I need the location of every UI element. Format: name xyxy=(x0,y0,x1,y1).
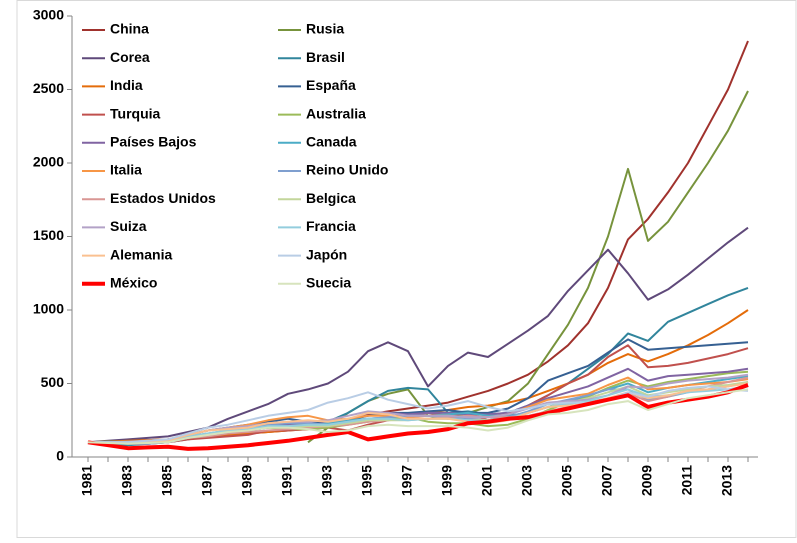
x-tick-label: 1993 xyxy=(319,465,335,496)
legend-label: Países Bajos xyxy=(110,134,197,150)
legend-label: México xyxy=(110,275,157,291)
legend-label: España xyxy=(306,77,356,93)
x-tick-label: 1981 xyxy=(79,465,95,496)
y-tick-label: 1000 xyxy=(33,301,64,317)
x-tick-label: 2003 xyxy=(519,465,535,496)
x-tick-label: 1983 xyxy=(119,465,135,496)
series-line xyxy=(87,383,749,451)
legend-label: Suiza xyxy=(110,218,147,234)
y-tick-label: 3000 xyxy=(33,7,64,23)
x-tick-label: 1999 xyxy=(439,465,455,496)
y-tick-label: 500 xyxy=(41,374,65,390)
x-tick-label: 2005 xyxy=(559,465,575,496)
x-tick-label: 2013 xyxy=(719,465,735,496)
legend-label: Turquia xyxy=(110,105,161,121)
x-tick-label: 1987 xyxy=(199,465,215,496)
legend-label: Corea xyxy=(110,49,150,65)
x-tick-label: 1989 xyxy=(239,465,255,496)
legend-label: India xyxy=(110,77,143,93)
x-tick-label: 2009 xyxy=(639,465,655,496)
legend-label: Estados Unidos xyxy=(110,190,216,206)
y-tick-label: 2500 xyxy=(33,80,64,96)
x-tick-label: 2007 xyxy=(599,465,615,496)
series-line xyxy=(88,385,749,444)
legend-label: Canada xyxy=(306,134,357,150)
plot xyxy=(87,40,749,451)
y-tick-label: 1500 xyxy=(33,227,64,243)
legend-label: Australia xyxy=(306,105,366,121)
legend-label: Francia xyxy=(306,218,356,234)
y-tick-label: 2000 xyxy=(33,154,64,170)
x-tick-label: 1995 xyxy=(359,465,375,496)
legend-label: China xyxy=(110,21,149,37)
x-tick-label: 2001 xyxy=(479,465,495,496)
series-line xyxy=(87,388,749,445)
x-tick-label: 2011 xyxy=(679,465,695,496)
x-tick-label: 1997 xyxy=(399,465,415,496)
legend-label: Italia xyxy=(110,162,142,178)
y-tick-label: 0 xyxy=(56,448,64,464)
legend-label: Reino Unido xyxy=(306,162,388,178)
legend-label: Rusia xyxy=(306,21,344,37)
series-line xyxy=(87,309,749,444)
legend-label: Alemania xyxy=(110,246,172,262)
legend-label: Suecia xyxy=(306,275,351,291)
legend-label: Japón xyxy=(306,246,347,262)
legend-label: Belgica xyxy=(306,190,356,206)
legend-label: Brasil xyxy=(306,49,345,65)
x-tick-label: 1991 xyxy=(279,465,295,496)
series-line xyxy=(87,40,749,444)
x-tick-label: 1985 xyxy=(159,465,175,496)
